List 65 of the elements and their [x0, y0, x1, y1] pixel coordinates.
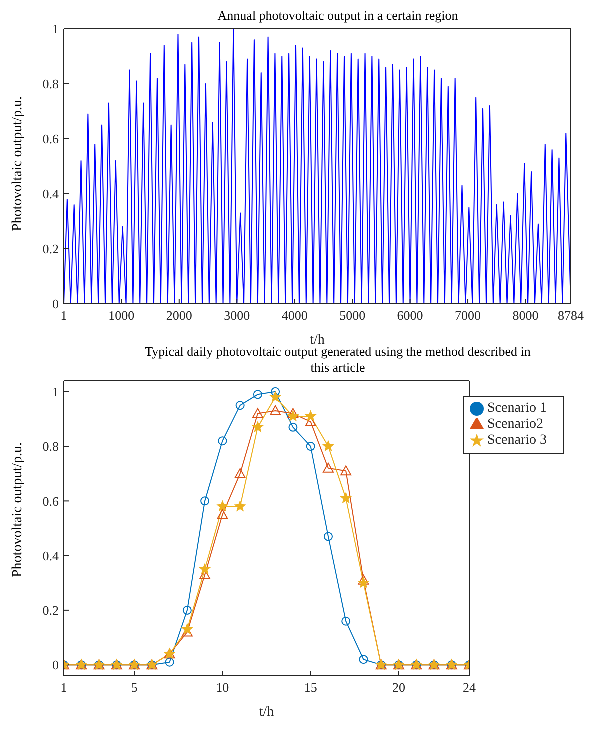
y-axis-title: Photovoltaic output/p.u. [10, 96, 26, 232]
point [252, 408, 264, 418]
point [200, 496, 210, 506]
y-tick-label: 0.4 [42, 548, 60, 564]
y-tick-label: 0.8 [42, 76, 59, 92]
x-tick-label: 7000 [455, 308, 482, 324]
y-tick-label: 0.6 [42, 494, 60, 509]
point [324, 532, 333, 542]
x-tick-label: 2000 [166, 308, 192, 324]
point [306, 411, 316, 422]
line-series [64, 29, 571, 304]
point [217, 501, 228, 512]
y-tick-label: 0 [52, 658, 59, 673]
y-tick-label: 0 [52, 296, 59, 312]
point [182, 606, 192, 615]
point [271, 387, 280, 396]
point [200, 564, 210, 574]
x-axis-title: t/h [259, 705, 274, 720]
y-tick-label: 0.2 [42, 603, 59, 618]
x-tick-label: 5000 [340, 308, 366, 324]
x-tick-label: 24 [463, 680, 477, 696]
point [236, 401, 245, 410]
point [182, 624, 193, 634]
point [288, 408, 299, 418]
point [253, 390, 262, 400]
y-tick-label: 1 [52, 384, 59, 400]
legend-label: Scenario2 [488, 417, 544, 432]
x-tick-label: 6000 [397, 308, 424, 324]
point [165, 658, 174, 667]
legend-label: Scenario 3 [488, 433, 547, 448]
point [270, 406, 282, 416]
x-tick-label: 10 [216, 680, 230, 696]
point [217, 509, 228, 520]
point [306, 442, 316, 452]
point [235, 501, 246, 512]
point [288, 411, 298, 422]
point [218, 436, 228, 446]
point [358, 578, 369, 588]
x-tick-label: 8000 [512, 308, 539, 324]
point [252, 422, 264, 432]
y-tick-label: 0.2 [42, 242, 59, 257]
x-tick-label: 8784 [558, 308, 584, 324]
x-tick-label: 5 [131, 680, 138, 696]
y-tick-label: 0.4 [42, 186, 60, 202]
y-tick-label: 0.6 [42, 132, 60, 147]
y-tick-label: 0.8 [42, 439, 59, 454]
legend-label: Scenario 1 [488, 401, 547, 416]
point [358, 574, 370, 585]
point [323, 441, 334, 452]
x-tick-label: 20 [392, 680, 406, 696]
y-axis-title: Photovoltaic output/p.u. [10, 442, 26, 578]
point [340, 492, 352, 503]
x-tick-label: 1000 [108, 308, 135, 324]
x-tick-label: 4000 [282, 308, 308, 324]
x-tick-label: 3000 [224, 308, 250, 324]
point [322, 462, 334, 473]
point [288, 422, 298, 432]
point [234, 468, 246, 478]
point [342, 616, 351, 626]
y-tick-label: 1 [52, 22, 59, 37]
x-tick-label: 15 [304, 680, 318, 696]
point [340, 466, 352, 476]
chart-title: Annual photovoltaic output in a certain region [216, 8, 460, 24]
point [270, 392, 281, 402]
point [359, 655, 368, 664]
